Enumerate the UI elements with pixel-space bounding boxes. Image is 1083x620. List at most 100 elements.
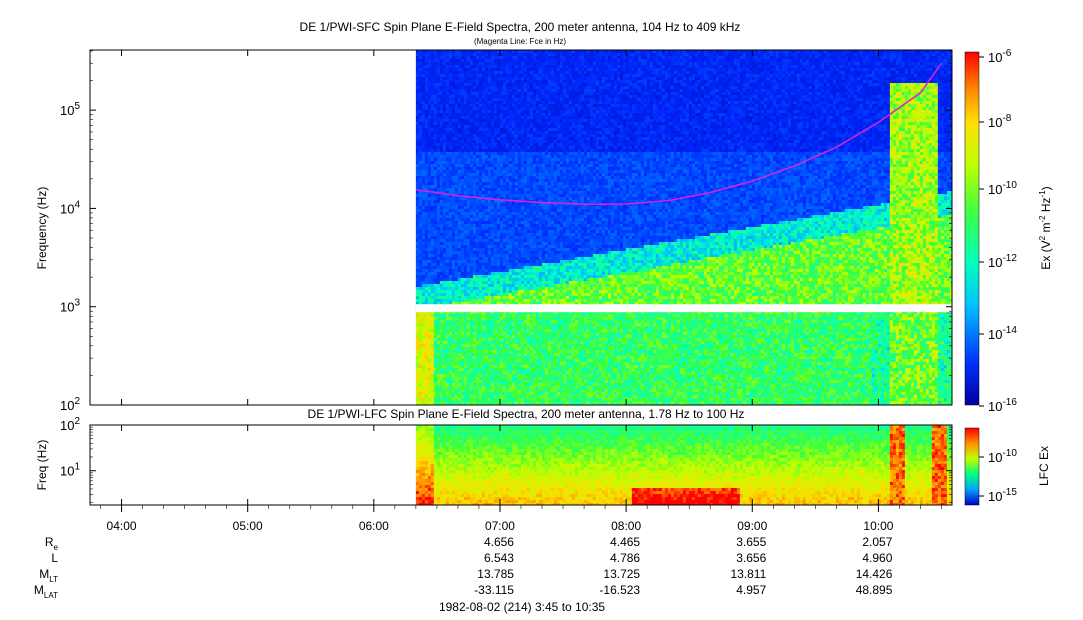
spectrogram-cell [496, 125, 501, 129]
spectrogram-cell [538, 281, 543, 285]
spectrogram-cell [466, 185, 471, 189]
spectrogram-cell [526, 368, 531, 372]
spectrogram-cell [532, 368, 537, 372]
spectrogram-cell [535, 98, 540, 102]
spectrogram-cell [427, 92, 432, 96]
spectrogram-cell [505, 365, 510, 369]
spectrogram-cell [421, 86, 426, 90]
spectrogram-cell [460, 350, 465, 354]
spectrogram-cell [514, 125, 519, 129]
spectrogram-cell [451, 260, 456, 264]
spectrogram-cell [514, 362, 519, 366]
spectrogram-cell [478, 401, 483, 405]
spectrogram-cell [511, 353, 516, 357]
spectrogram-cell [448, 356, 453, 360]
spectrogram-cell [499, 383, 504, 387]
spectrogram-cell [475, 185, 480, 189]
spectrogram-cell [463, 140, 468, 144]
spectrogram-cell [514, 77, 519, 81]
spectrogram-cell [430, 188, 435, 192]
spectrogram-cell [520, 392, 525, 396]
spectrogram-cell [514, 110, 519, 114]
spectrogram-cell [460, 149, 465, 153]
spectrogram-cell [445, 59, 450, 63]
spectrogram-cell [415, 191, 420, 195]
spectrogram-cell [502, 212, 507, 216]
spectrogram-cell [520, 239, 525, 243]
spectrogram-cell [463, 167, 468, 171]
spectrogram-cell [529, 350, 534, 354]
spectrogram-cell [445, 299, 450, 303]
spectrogram-cell [463, 164, 468, 168]
spectrogram-cell [463, 215, 468, 219]
spectrogram-cell [523, 230, 528, 234]
spectrogram-cell [433, 242, 438, 246]
spectrogram-cell [520, 254, 525, 258]
spectrogram-cell [463, 221, 468, 225]
spectrogram-cell [499, 146, 504, 150]
spectrogram-cell [496, 398, 501, 402]
spectrogram-cell [418, 344, 423, 348]
spectrogram-cell [520, 191, 525, 195]
spectrogram-cell [451, 275, 456, 279]
spectrogram-cell [442, 170, 447, 174]
spectrogram-cell [505, 146, 510, 150]
spectrogram-cell [469, 197, 474, 201]
spectrogram-cell [427, 344, 432, 348]
spectrogram-cell [448, 383, 453, 387]
spectrogram-cell [463, 320, 468, 324]
spectrogram-cell [535, 128, 540, 132]
spectrogram-cell [496, 203, 501, 207]
spectrogram-cell [442, 248, 447, 252]
spectrogram-cell [514, 221, 519, 225]
spectrogram-cell [472, 53, 477, 57]
spectrogram-cell [520, 50, 525, 54]
spectrogram-cell [520, 197, 525, 201]
spectrogram-cell [451, 146, 456, 150]
spectrogram-cell [487, 68, 492, 72]
spectrogram-cell [472, 350, 477, 354]
spectrogram-cell [514, 323, 519, 327]
spectrogram-cell [445, 395, 450, 399]
spectrogram-cell [520, 116, 525, 120]
spectrogram-cell [511, 278, 516, 282]
spectrogram-cell [508, 335, 513, 339]
spectrogram-cell [463, 287, 468, 291]
spectrogram-cell [439, 257, 444, 261]
spectrogram-cell [487, 284, 492, 288]
spectrogram-cell [526, 134, 531, 138]
spectrogram-cell [478, 365, 483, 369]
spectrogram-cell [457, 242, 462, 246]
spectrogram-cell [442, 143, 447, 147]
spectrogram-cell [520, 359, 525, 363]
spectrogram-cell [529, 194, 534, 198]
spectrogram-cell [505, 332, 510, 336]
spectrogram-cell [442, 251, 447, 255]
spectrogram-cell [469, 353, 474, 357]
spectrogram-cell [445, 209, 450, 213]
spectrogram-cell [529, 176, 534, 180]
spectrogram-cell [421, 197, 426, 201]
spectrogram-cell [427, 146, 432, 150]
spectrogram-cell [445, 92, 450, 96]
spectrogram-cell [526, 326, 531, 330]
spectrogram-cell [469, 266, 474, 270]
spectrogram-cell [439, 332, 444, 336]
spectrogram-cell [430, 203, 435, 207]
spectrogram-cell [418, 380, 423, 384]
spectrogram-cell [457, 122, 462, 126]
spectrogram-cell [415, 248, 420, 252]
spectrogram-cell [523, 338, 528, 342]
spectrogram-cell [463, 137, 468, 141]
spectrogram-cell [466, 221, 471, 225]
spectrogram-cell [478, 116, 483, 120]
spectrogram-cell [424, 206, 429, 210]
spectrogram-cell [421, 125, 426, 129]
spectrogram-cell [502, 143, 507, 147]
spectrogram-cell [415, 209, 420, 213]
spectrogram-cell [418, 314, 423, 318]
spectrogram-cell [526, 149, 531, 153]
spectrogram-cell [532, 209, 537, 213]
spectrogram-cell [442, 212, 447, 216]
spectrogram-cell [439, 110, 444, 114]
